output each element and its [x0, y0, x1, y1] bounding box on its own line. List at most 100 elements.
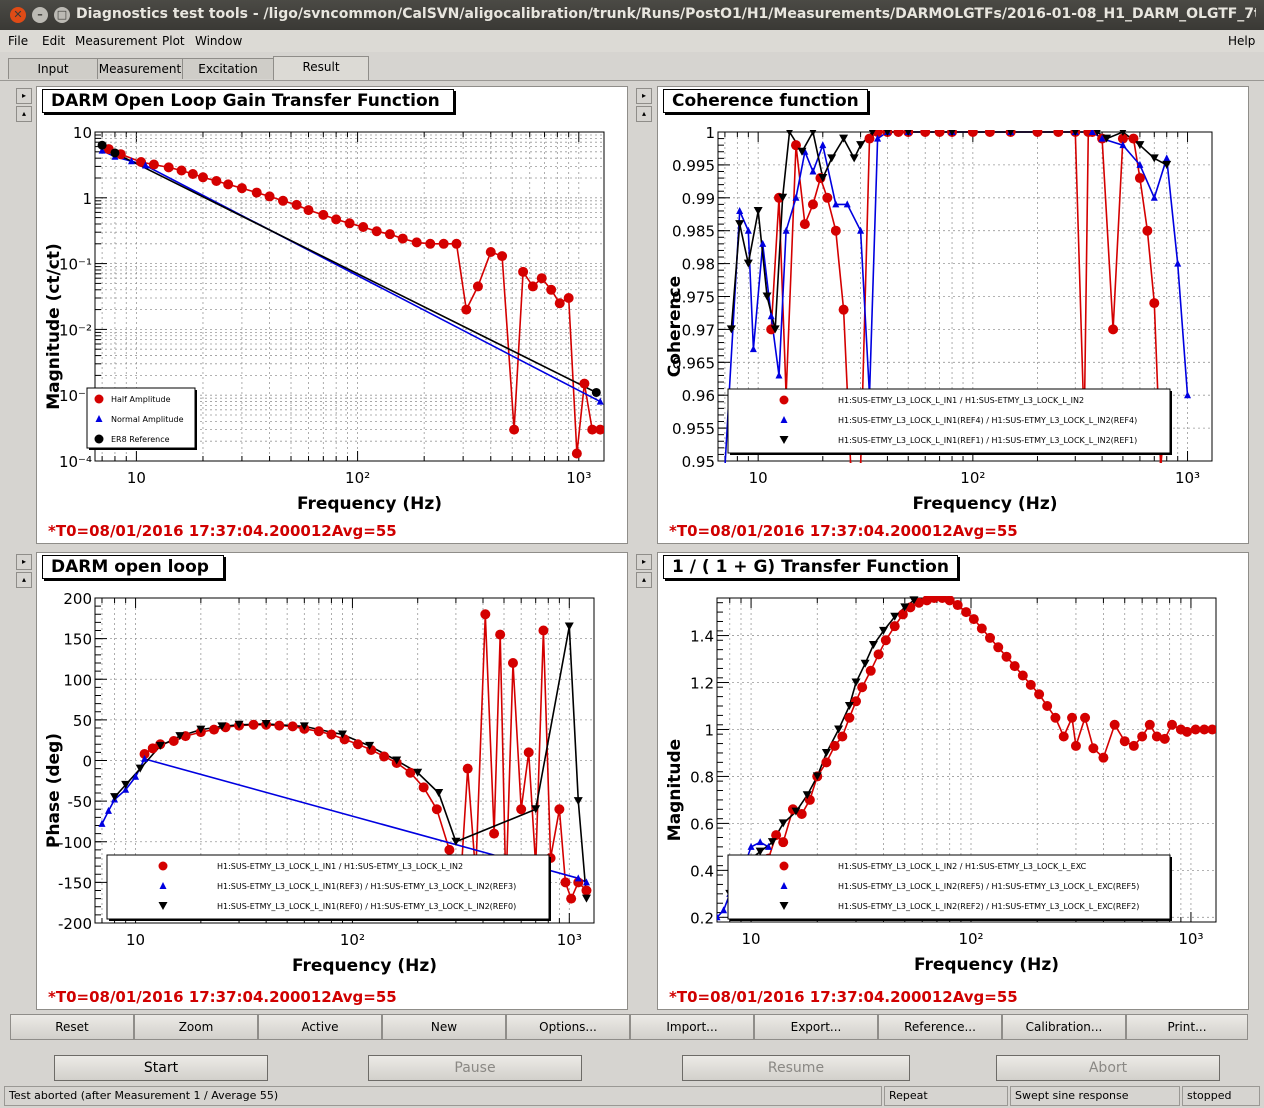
- y-tick-label: 0.2: [690, 909, 714, 927]
- data-point: [832, 200, 840, 208]
- y-tick-label: -50: [68, 793, 93, 811]
- options-button[interactable]: Options...: [506, 1014, 630, 1040]
- y-axis-label: Magnitude: [665, 739, 685, 841]
- x-axis-label: Frequency (Hz): [912, 494, 1057, 514]
- data-point: [1150, 193, 1158, 201]
- data-point: [799, 219, 810, 230]
- plot-frame: [94, 597, 595, 924]
- data-point: [880, 635, 891, 646]
- data-point: [507, 658, 518, 668]
- data-point: [818, 174, 828, 183]
- pad2-collapse-icon[interactable]: ▴: [636, 106, 652, 122]
- y-tick-label: 150: [63, 631, 92, 649]
- tab-result[interactable]: Result: [273, 56, 369, 80]
- data-point: [771, 830, 782, 841]
- pad1-collapse-icon[interactable]: ▴: [16, 106, 32, 122]
- data-point: [897, 609, 908, 620]
- resume-button[interactable]: Resume: [682, 1055, 910, 1081]
- data-point: [571, 448, 582, 459]
- data-point: [839, 134, 849, 143]
- data-point: [587, 424, 598, 435]
- data-point: [563, 293, 574, 304]
- plot-pad-phase[interactable]: [36, 552, 628, 1010]
- tab-excitation[interactable]: Excitation: [182, 58, 274, 79]
- reference-button[interactable]: Reference...: [878, 1014, 1002, 1040]
- calibration-button[interactable]: Calibration...: [1002, 1014, 1126, 1040]
- data-point: [1017, 670, 1028, 681]
- x-tick-label: 10³: [557, 931, 582, 949]
- start-button[interactable]: Start: [54, 1055, 268, 1081]
- data-point: [518, 266, 529, 277]
- data-point: [844, 712, 855, 723]
- data-point: [234, 720, 244, 729]
- data-point: [277, 195, 288, 206]
- data-point: [121, 780, 131, 789]
- export-button[interactable]: Export...: [754, 1014, 878, 1040]
- legend-box: [106, 854, 550, 920]
- pad4-expand-icon[interactable]: ▸: [636, 554, 652, 570]
- data-point: [756, 838, 764, 846]
- data-point: [770, 325, 780, 334]
- active-button[interactable]: Active: [258, 1014, 382, 1040]
- pad3-expand-icon[interactable]: ▸: [16, 554, 32, 570]
- data-point: [778, 837, 789, 848]
- data-point: [495, 629, 506, 640]
- data-point: [461, 304, 472, 315]
- pad1-expand-icon[interactable]: ▸: [16, 88, 32, 104]
- pad3-collapse-icon[interactable]: ▴: [16, 572, 32, 588]
- menu-window[interactable]: Window: [195, 34, 243, 48]
- coherence-chart[interactable]: 10 10² 10³ 1 0.995 0.99 0.985 0.98 0.975 0.97 0.96…: [658, 87, 1248, 541]
- data-point: [110, 148, 120, 158]
- plot-area: [97, 140, 604, 459]
- data-point: [1119, 736, 1130, 747]
- data-point: [141, 754, 149, 762]
- new-button[interactable]: New: [382, 1014, 506, 1040]
- tab-measurement[interactable]: Measurement: [97, 58, 183, 79]
- data-point: [209, 724, 220, 735]
- tab-input[interactable]: Input: [8, 58, 98, 79]
- data-point: [893, 130, 904, 137]
- data-point: [797, 147, 807, 156]
- zoom-button[interactable]: Zoom: [134, 1014, 258, 1040]
- y-tick-label: 0.985: [672, 223, 715, 241]
- data-point: [303, 205, 314, 216]
- pad4-collapse-icon[interactable]: ▴: [636, 572, 652, 588]
- data-point: [834, 725, 844, 734]
- data-point: [1117, 133, 1128, 144]
- data-point: [444, 844, 455, 855]
- abort-button[interactable]: Abort: [996, 1055, 1220, 1081]
- menu-file[interactable]: File: [8, 34, 29, 48]
- pad2-expand-icon[interactable]: ▸: [636, 88, 652, 104]
- data-point: [1109, 719, 1120, 730]
- data-point: [318, 209, 329, 220]
- y-tick-label: 0.8: [690, 768, 714, 786]
- menu-help[interactable]: Help: [1228, 34, 1256, 48]
- data-point: [1166, 719, 1177, 730]
- data-point: [531, 805, 541, 814]
- maximize-icon[interactable]: □: [54, 7, 70, 23]
- pause-button[interactable]: Pause: [368, 1055, 582, 1081]
- import-button[interactable]: Import...: [630, 1014, 754, 1040]
- response-chart[interactable]: 10 10² 10³ 1.4 1.2 1 0.8 0.6 0.4 0.2 Frequency (Hz…: [658, 553, 1248, 1007]
- data-point: [236, 183, 247, 194]
- phase-chart[interactable]: 10 10² 10³ 200 150 100 50 0 -50 -100 -150 -200 Frequ…: [37, 553, 627, 1007]
- data-point: [291, 199, 302, 210]
- plot-pad-response[interactable]: [657, 552, 1249, 1010]
- close-icon[interactable]: ✕: [10, 7, 26, 23]
- data-point: [807, 199, 818, 210]
- y-tick-label: 10: [73, 124, 92, 142]
- print-button[interactable]: Print...: [1126, 1014, 1248, 1040]
- data-point: [1207, 724, 1216, 735]
- menu-measurement[interactable]: Measurement: [75, 34, 158, 48]
- reset-button[interactable]: Reset: [10, 1014, 134, 1040]
- data-point: [865, 665, 876, 676]
- legend-marker: [780, 416, 788, 423]
- menu-plot[interactable]: Plot: [162, 34, 185, 48]
- data-point: [451, 837, 461, 846]
- minimize-icon[interactable]: –: [32, 7, 48, 23]
- data-point: [1098, 752, 1109, 763]
- magnitude-chart[interactable]: 10 10² 10³ 10 1 10⁻¹ 10⁻² 10⁻³ 10⁻⁴ Frequency (Hz…: [37, 87, 627, 541]
- plot-area: [98, 609, 592, 912]
- menu-edit[interactable]: Edit: [42, 34, 66, 48]
- data-point: [489, 828, 500, 839]
